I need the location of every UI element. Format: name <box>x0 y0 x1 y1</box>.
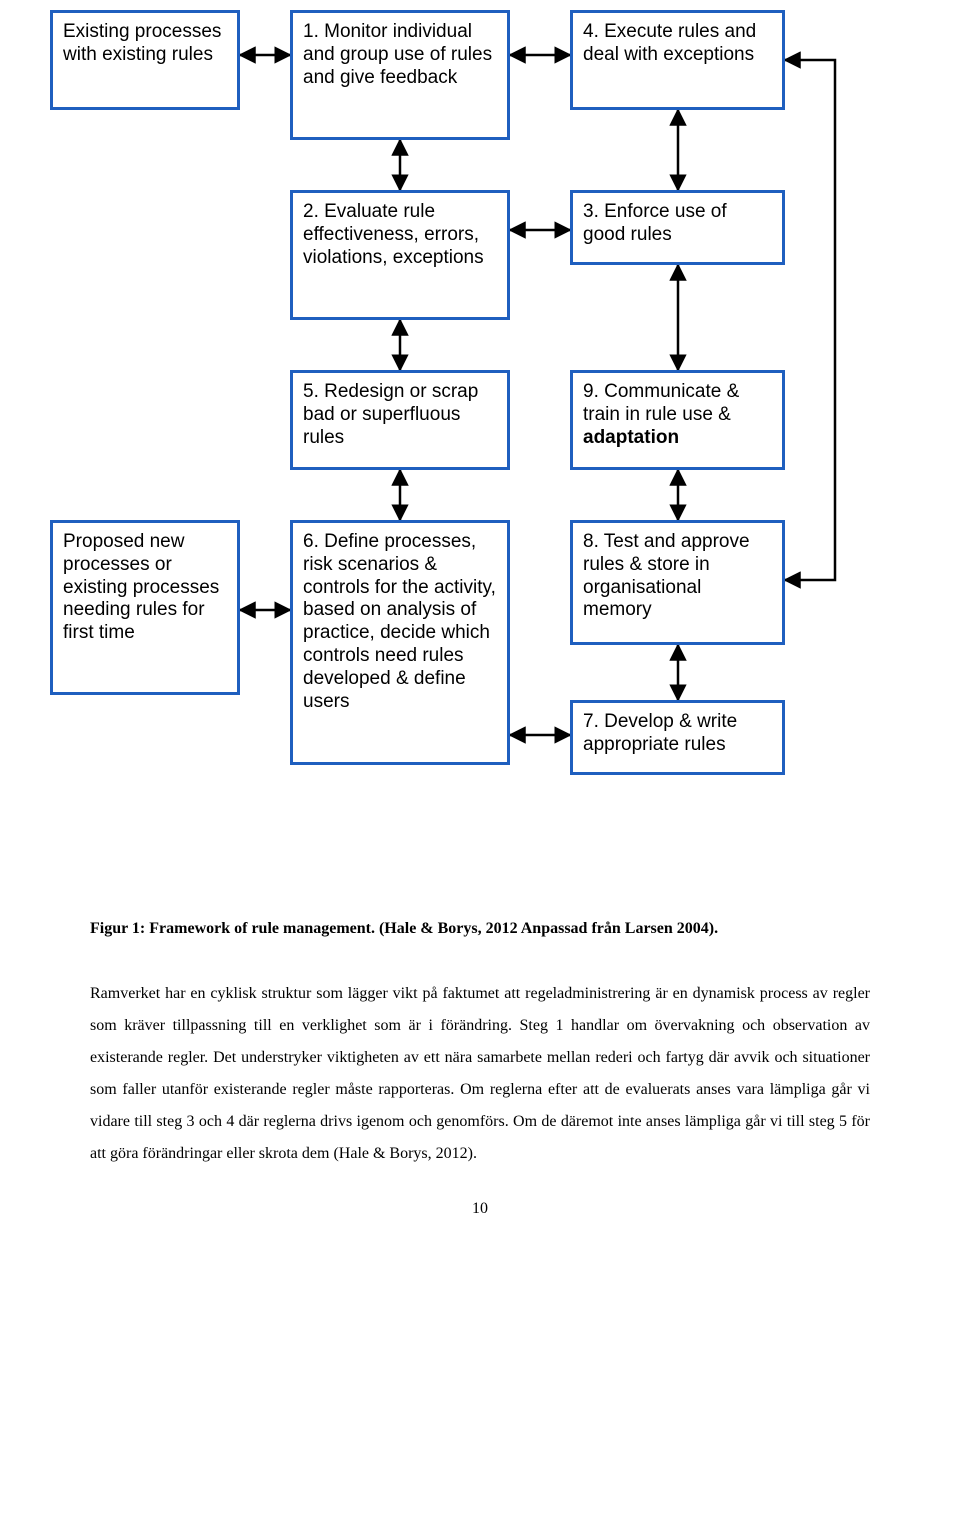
flowchart-node-n1: 1. Monitor individual and group use of r… <box>290 10 510 140</box>
flowchart-node-n7: 7. Develop & write appropriate rules <box>570 700 785 775</box>
flowchart-node-n3: 3. Enforce use of good rules <box>570 190 785 265</box>
flowchart-node-n8: 8. Test and approve rules & store in org… <box>570 520 785 645</box>
flowchart-node-n5: 5. Redesign or scrap bad or superfluous … <box>290 370 510 470</box>
edge-n4-n8 <box>785 60 835 580</box>
flowchart-node-n4: 4. Execute rules and deal with exception… <box>570 10 785 110</box>
flowchart-node-proposed: Proposed new processes or existing proce… <box>50 520 240 695</box>
figure-caption: Figur 1: Framework of rule management. (… <box>90 920 870 938</box>
flowchart-node-n9: 9. Communicate & train in rule use & ada… <box>570 370 785 470</box>
flowchart-node-n6: 6. Define processes, risk scenarios & co… <box>290 520 510 765</box>
caption-block: Figur 1: Framework of rule management. (… <box>0 900 960 1200</box>
page-number: 10 <box>0 1200 960 1248</box>
flowchart-diagram: Existing processes with existing rules 1.… <box>0 0 960 900</box>
body-paragraph: Ramverket har en cyklisk struktur som lä… <box>90 978 870 1170</box>
flowchart-node-existing: Existing processes with existing rules <box>50 10 240 110</box>
flowchart-node-n2: 2. Evaluate rule effectiveness, errors, … <box>290 190 510 320</box>
